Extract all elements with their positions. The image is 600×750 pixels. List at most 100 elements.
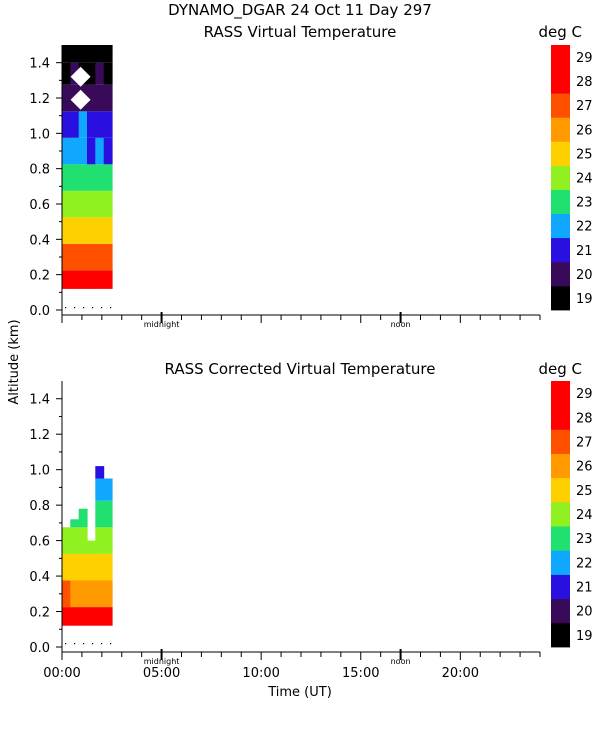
y-tick-label: 1.0 (29, 127, 50, 142)
colorbar-tick-label: 29 (576, 51, 593, 66)
colorbar-swatch (551, 141, 570, 166)
heatmap-cell (78, 164, 88, 191)
heatmap-cell (62, 527, 71, 554)
heatmap-cell (87, 111, 96, 138)
y-tick-label: 1.4 (29, 393, 50, 408)
y-tick-label: 1.2 (29, 92, 50, 107)
heatmap-cell (70, 45, 80, 63)
colorbar-tick-label: 26 (576, 123, 593, 138)
x-marker-label: noon (391, 320, 411, 329)
sample-dot (92, 643, 94, 645)
colorbar-swatch (551, 117, 570, 142)
y-tick-label: 1.4 (29, 57, 50, 72)
colorbar-tick-label: 23 (576, 196, 593, 211)
heatmap-cell (62, 84, 71, 112)
heatmap-cell (87, 217, 96, 244)
panel-title: RASS Corrected Virtual Temperature (165, 360, 436, 378)
heatmap-cell (103, 270, 113, 289)
y-tick-label: 0.4 (29, 570, 50, 585)
missing-data-marker (70, 89, 91, 110)
colorbar-tick-label: 27 (576, 99, 593, 114)
colorbar-swatch (551, 550, 570, 575)
sample-dot (65, 307, 67, 309)
colorbar-swatch (551, 622, 570, 648)
colorbar-swatch (551, 526, 570, 551)
heatmap-cell (95, 217, 105, 244)
heatmap-cell (78, 137, 88, 165)
heatmap-cell (95, 111, 105, 138)
y-tick-label: 1.0 (29, 464, 50, 479)
x-marker-label: midnight (144, 657, 180, 666)
sample-dot (101, 643, 103, 645)
heatmap-cell (87, 553, 96, 581)
y-tick-label: 0.6 (29, 535, 50, 550)
y-tick-label: 0.2 (29, 269, 50, 284)
colorbar-swatch (551, 477, 570, 503)
heatmap-cell (70, 217, 80, 244)
heatmap-cell (103, 45, 113, 63)
heatmap-cell (103, 553, 113, 581)
heatmap-cells (62, 45, 113, 289)
heatmap-cell (70, 111, 80, 138)
x-tick-label: 15:00 (342, 666, 379, 681)
y-tick-label: 0.0 (29, 641, 50, 656)
heatmap-cell (62, 270, 71, 289)
colorbar-swatch (551, 574, 570, 600)
colorbar-unit: deg C (538, 360, 582, 378)
colorbar-tick-label: 25 (576, 147, 593, 162)
heatmap-cell (103, 190, 113, 218)
colorbar-tick-label: 28 (576, 75, 593, 90)
colorbar-tick-label: 22 (576, 556, 593, 571)
x-marker-label: noon (391, 657, 411, 666)
colorbar-tick-label: 22 (576, 220, 593, 235)
heatmap-cell (78, 217, 88, 244)
colorbar-tick-label: 29 (576, 387, 593, 402)
heatmap-cell (95, 500, 105, 528)
heatmap-cell (87, 62, 96, 85)
panel-virtual-temperature: RASS Virtual Temperature deg C 0.0 0.2 0.4 0.… (29, 23, 592, 329)
y-tick-label: 0.8 (29, 499, 50, 514)
heatmap-cell (95, 478, 105, 501)
heatmap-cell (78, 243, 88, 271)
colorbar-tick-label: 27 (576, 436, 593, 451)
colorbar-tick-label: 24 (576, 172, 593, 187)
heatmap-cell (95, 190, 105, 218)
heatmap-cell (95, 45, 105, 63)
colorbar-swatch (551, 189, 570, 214)
colorbar-swatch (551, 381, 570, 406)
panel-title: RASS Virtual Temperature (204, 23, 397, 41)
sample-dot (83, 643, 85, 645)
sample-dot (92, 307, 94, 309)
colorbar-tick-label: 21 (576, 244, 593, 259)
heatmap-cell (62, 62, 71, 85)
heatmap-cell (103, 580, 113, 608)
y-tick-label: 0.0 (29, 304, 50, 319)
x-tick-label: 00:00 (43, 666, 80, 681)
colorbar-tick-label: 20 (576, 268, 593, 283)
heatmap-cell (62, 607, 71, 626)
heatmap-cell (87, 84, 96, 112)
figure-title: DYNAMO_DGAR 24 Oct 11 Day 297 (168, 1, 432, 20)
heatmap-cell (62, 553, 71, 581)
heatmap-cell (103, 111, 113, 138)
heatmap-cell (103, 164, 113, 191)
heatmap-cell (87, 270, 96, 289)
heatmap-cell (95, 553, 105, 581)
heatmap-cell (78, 553, 88, 581)
colorbar-swatch (551, 453, 570, 479)
heatmap-cell (70, 607, 80, 626)
y-tick-label: 1.2 (29, 428, 50, 443)
colorbar-tick-label: 26 (576, 460, 593, 475)
heatmap-cell (87, 190, 96, 218)
heatmap-cell (95, 580, 105, 608)
y-tick-label: 0.6 (29, 198, 50, 213)
colorbar-swatch (551, 429, 570, 454)
heatmap-cell (62, 111, 71, 138)
heatmap-cell (70, 190, 80, 218)
heatmap-cell (95, 62, 105, 85)
colorbar-swatch (551, 285, 570, 311)
y-tick-label: 0.2 (29, 606, 50, 621)
heatmap-cell (62, 243, 71, 271)
heatmap-cell (95, 84, 105, 112)
heatmap-cell (78, 580, 88, 608)
